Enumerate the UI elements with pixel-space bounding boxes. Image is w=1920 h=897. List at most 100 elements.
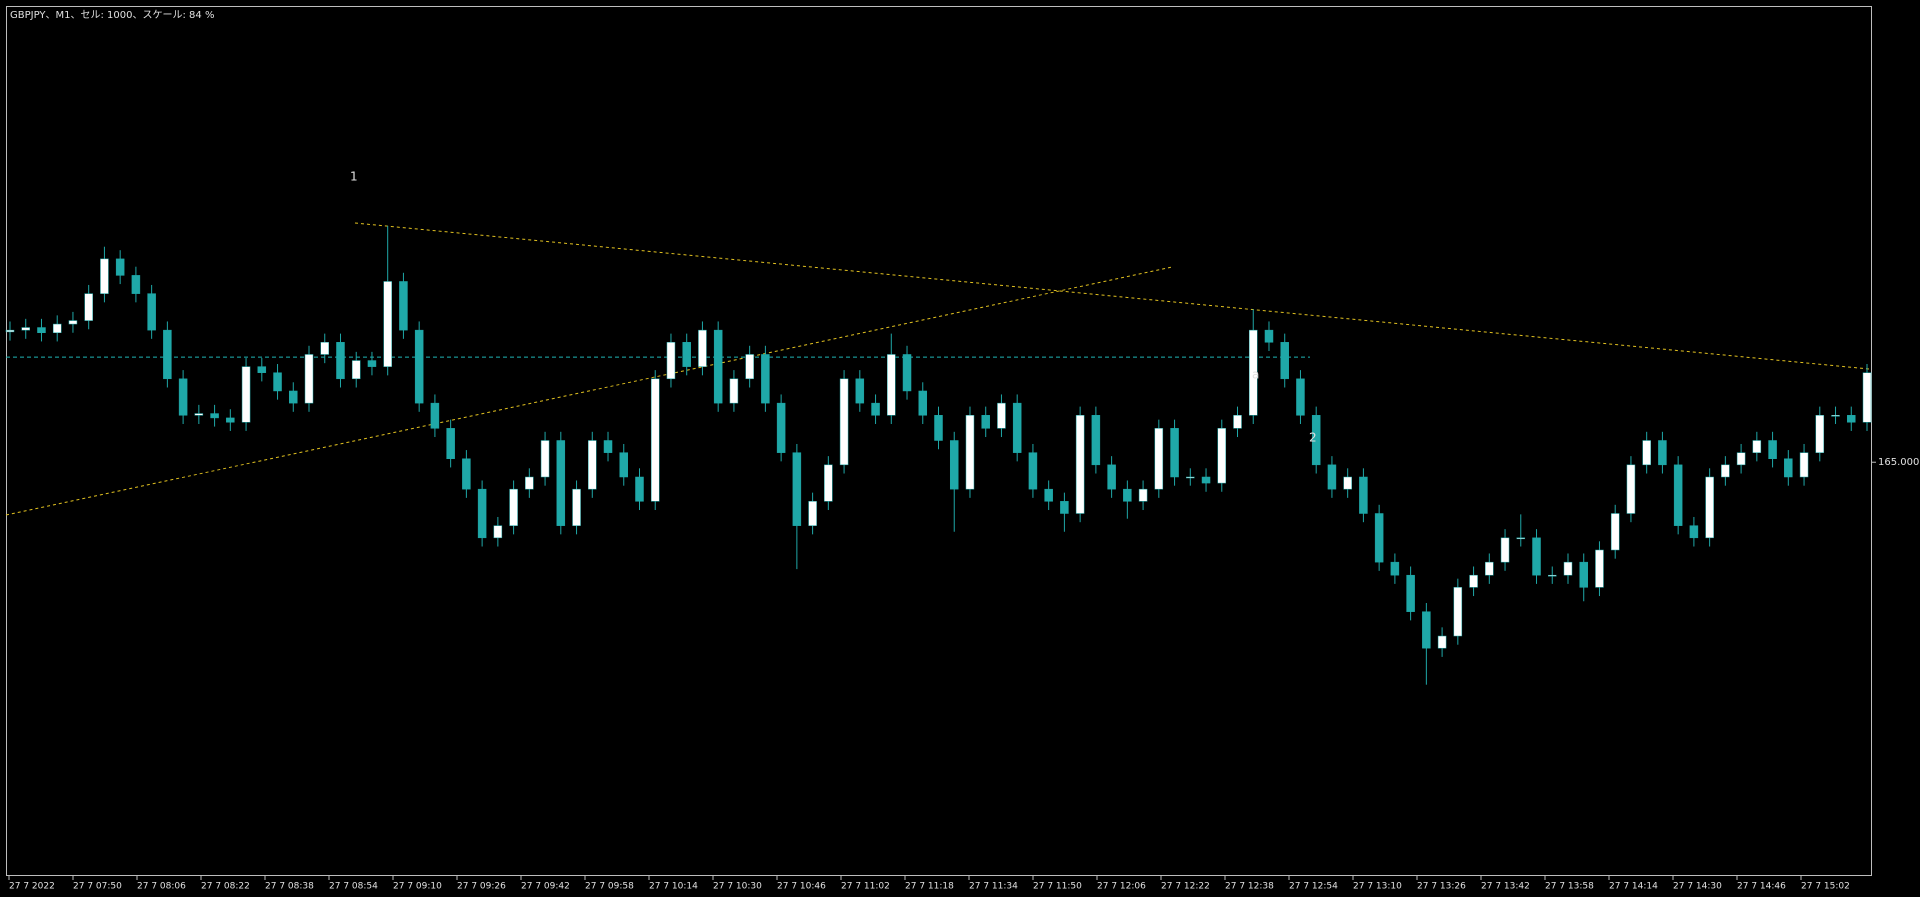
x-tick-label: 27 7 08:54 — [329, 882, 378, 892]
candle-body — [1170, 428, 1179, 478]
candle-body — [540, 440, 550, 478]
candle-body — [462, 458, 471, 490]
candle-body — [241, 366, 251, 423]
candle-body — [1107, 464, 1116, 490]
annotation: 1 — [350, 170, 358, 184]
candle-body — [1406, 574, 1415, 612]
candle-body — [1642, 440, 1651, 466]
candle-body — [430, 402, 440, 429]
candle-body — [1736, 452, 1746, 466]
x-tick-label: 27 7 14:46 — [1737, 882, 1786, 892]
candle-body — [761, 354, 770, 404]
candle-body — [713, 329, 723, 404]
candle-body — [493, 525, 503, 539]
candle-body — [446, 428, 455, 459]
candle-body — [997, 402, 1006, 429]
candle-body — [1784, 458, 1793, 478]
candle-body — [525, 476, 534, 490]
candle-body — [588, 440, 597, 490]
candle-body — [1595, 549, 1604, 588]
candle-body — [572, 488, 581, 526]
x-tick-label: 27 7 14:14 — [1609, 882, 1658, 892]
candle-body — [887, 354, 896, 416]
x-tick-label: 27 7 10:46 — [777, 882, 826, 892]
x-tick-label: 27 7 09:42 — [521, 882, 570, 892]
candle-body — [635, 476, 644, 502]
candle-body — [1012, 402, 1022, 453]
candle-body — [1658, 440, 1667, 466]
candle-body — [918, 390, 928, 416]
x-tick-label: 27 7 09:26 — [457, 882, 506, 892]
candle-body — [1248, 329, 1258, 416]
candle-body — [556, 440, 566, 526]
candle-body — [210, 413, 219, 419]
candle-body — [666, 342, 676, 380]
candle-body — [273, 372, 282, 392]
candle-body — [871, 402, 880, 416]
candle-body — [808, 501, 817, 526]
candle-body — [1264, 329, 1274, 343]
candle-body — [934, 415, 943, 441]
candle-body — [965, 415, 975, 490]
x-tick-label: 27 7 11:02 — [841, 882, 890, 892]
x-tick-label: 27 7 09:10 — [393, 882, 442, 892]
x-tick-label: 27 7 10:30 — [713, 882, 762, 892]
x-tick-label: 27 7 11:18 — [905, 882, 954, 892]
candle-body — [477, 488, 487, 539]
candle-body — [1311, 415, 1321, 466]
candle-body — [289, 390, 298, 404]
x-tick-label: 27 7 08:22 — [201, 882, 250, 892]
candle-body — [1799, 452, 1809, 478]
candle-body — [949, 440, 959, 490]
candle-body — [147, 293, 156, 331]
candle-body — [1217, 428, 1227, 484]
candle-body — [1579, 561, 1588, 588]
candle-body — [304, 354, 314, 404]
candle-body — [776, 402, 786, 453]
candle-body — [194, 413, 204, 416]
candle-body — [1500, 537, 1510, 563]
x-tick-label: 27 7 13:10 — [1353, 882, 1402, 892]
candle-body — [1831, 415, 1840, 417]
candle-body — [68, 320, 78, 325]
candle-body — [336, 342, 345, 380]
candle-body — [603, 440, 613, 453]
candle-body — [1186, 476, 1195, 479]
candle-body — [1516, 537, 1526, 540]
candle-body — [1422, 611, 1431, 649]
x-tick-label: 27 7 12:06 — [1097, 882, 1146, 892]
x-tick-label: 27 7 14:30 — [1673, 882, 1722, 892]
candle-body — [698, 329, 707, 367]
x-tick-label: 27 7 10:14 — [649, 882, 698, 892]
x-tick-label: 27 7 12:54 — [1289, 882, 1338, 892]
x-tick-label: 27 7 11:50 — [1033, 882, 1082, 892]
candle-body — [1296, 378, 1305, 416]
candle-body — [178, 378, 188, 416]
candle-body — [414, 329, 424, 404]
plot-frame — [6, 6, 1872, 876]
candle-body — [1390, 561, 1400, 576]
candle-body — [1075, 415, 1085, 514]
candle-body — [745, 354, 754, 380]
candle-body — [1673, 464, 1683, 526]
candle-body — [1847, 415, 1856, 423]
candle-body — [1028, 452, 1038, 490]
candle-body — [163, 329, 172, 380]
x-tick-label: 27 7 2022 — [9, 882, 55, 892]
candles — [5, 225, 1872, 685]
candle-body — [1563, 561, 1573, 576]
candle-body — [1374, 513, 1384, 563]
candle-body — [509, 488, 518, 526]
candle-body — [37, 327, 46, 333]
candle-body — [84, 293, 93, 321]
candle-body — [792, 452, 802, 526]
x-tick-label: 27 7 13:42 — [1481, 882, 1530, 892]
candle-body — [1768, 440, 1777, 459]
candle-body — [399, 281, 408, 331]
candle-body — [839, 378, 849, 466]
candle-body — [1862, 372, 1872, 423]
candle-body — [100, 258, 109, 294]
x-tick-label: 27 7 07:50 — [73, 882, 122, 892]
